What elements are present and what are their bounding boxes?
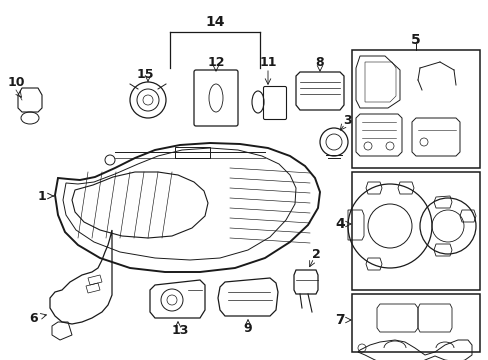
Text: 5: 5 <box>410 33 420 47</box>
Text: 6: 6 <box>30 311 38 324</box>
Text: 11: 11 <box>259 55 276 68</box>
Bar <box>351 172 479 290</box>
Text: 15: 15 <box>136 68 153 81</box>
Text: 8: 8 <box>315 55 324 68</box>
Text: 10: 10 <box>7 76 25 89</box>
Text: 1: 1 <box>38 189 46 202</box>
Text: 12: 12 <box>207 55 224 68</box>
Bar <box>351 50 479 168</box>
Text: 3: 3 <box>343 113 351 126</box>
Text: 2: 2 <box>311 248 320 261</box>
Text: 13: 13 <box>171 324 188 337</box>
Text: 7: 7 <box>334 313 344 327</box>
Bar <box>351 294 479 352</box>
Text: 14: 14 <box>205 15 224 29</box>
Text: 9: 9 <box>243 321 252 334</box>
Text: 4: 4 <box>334 217 344 231</box>
